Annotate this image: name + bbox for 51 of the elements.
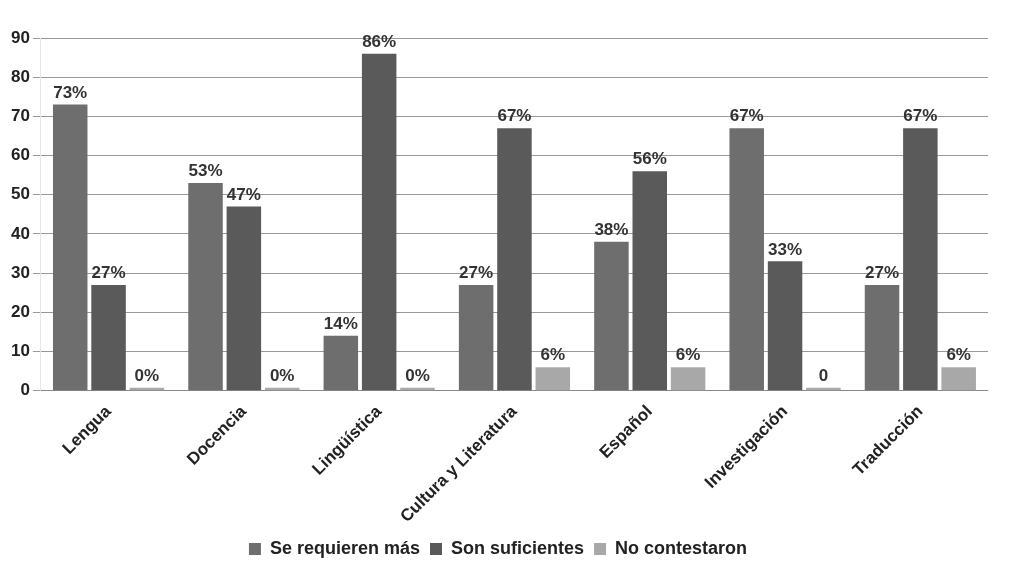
- bar: [361, 53, 397, 391]
- bar: [226, 206, 262, 391]
- bar: [497, 128, 532, 391]
- y-tick-label: 70: [10, 106, 30, 126]
- bar: [52, 104, 88, 391]
- y-tick-label: 80: [10, 66, 30, 86]
- bar: [632, 171, 667, 391]
- legend-label: Se requieren más: [269, 537, 421, 558]
- bar: [767, 261, 803, 391]
- data-label: 86%: [362, 31, 397, 51]
- bar: [91, 284, 126, 391]
- data-label: 0%: [134, 365, 160, 385]
- y-tick-label: 50: [10, 184, 30, 204]
- data-label: 73%: [53, 82, 88, 102]
- data-label: 0: [818, 365, 829, 385]
- data-label: 67%: [729, 106, 764, 126]
- bar: [188, 183, 223, 391]
- y-tick-label: 20: [10, 302, 30, 321]
- data-label: 67%: [497, 106, 532, 126]
- data-label: 47%: [226, 184, 261, 204]
- data-label: 27%: [91, 263, 126, 283]
- bar: [729, 128, 764, 391]
- data-label: 6%: [946, 345, 971, 365]
- y-tick-label: 60: [10, 145, 30, 165]
- data-label: 56%: [632, 149, 667, 169]
- bar: [864, 284, 900, 391]
- bar: [458, 284, 494, 391]
- bar: [903, 128, 938, 391]
- bar: [941, 367, 976, 391]
- y-tick-label: 90: [10, 27, 30, 47]
- data-label: 27%: [459, 263, 494, 283]
- bar: [594, 241, 629, 391]
- y-tick-label: 40: [10, 223, 30, 243]
- data-label: 53%: [188, 161, 223, 181]
- data-label: 0%: [405, 365, 430, 385]
- data-label: 14%: [323, 314, 358, 334]
- data-label: 0%: [269, 365, 295, 385]
- data-label: 38%: [594, 219, 629, 239]
- legend-label: No contestaron: [615, 537, 748, 558]
- data-label: 6%: [675, 345, 701, 365]
- data-label: 27%: [865, 263, 900, 283]
- data-label: 33%: [768, 239, 803, 259]
- legend-label: Son suficientes: [451, 537, 585, 558]
- bar: [670, 367, 706, 391]
- y-tick-label: 10: [10, 341, 30, 361]
- bar: [323, 335, 359, 391]
- data-label: 6%: [540, 345, 566, 365]
- bar: [535, 367, 571, 391]
- y-tick-label: 0: [20, 380, 30, 400]
- y-tick-label: 30: [10, 262, 30, 282]
- data-label: 67%: [903, 106, 938, 126]
